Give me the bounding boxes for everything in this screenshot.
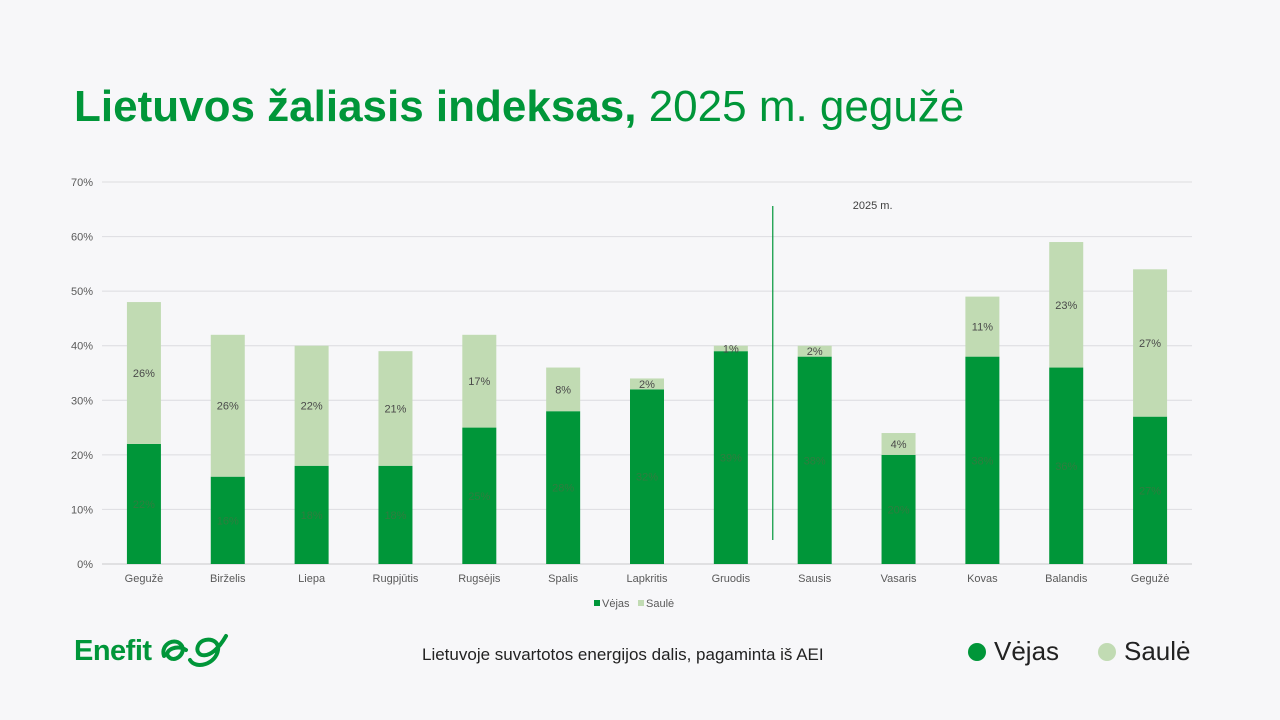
data-label: 28% xyxy=(552,483,574,495)
bar-solar xyxy=(965,296,1000,357)
bar-wind xyxy=(1049,367,1084,564)
footer-caption: Lietuvoje suvartotos energijos dalis, pa… xyxy=(422,645,824,664)
data-label: 2% xyxy=(807,346,823,358)
annotation-label: 2025 m. xyxy=(853,200,893,212)
x-tick-label: Gruodis xyxy=(712,573,751,585)
data-label: 27% xyxy=(1139,485,1161,497)
x-tick-label: Rugpjūtis xyxy=(373,573,419,585)
solar-dot-icon xyxy=(1098,642,1116,661)
enefit-logo: Enefit xyxy=(74,630,234,672)
data-label: 21% xyxy=(384,403,406,415)
bar-solar xyxy=(210,334,245,477)
x-tick-label: Liepa xyxy=(298,573,326,585)
data-label: 36% xyxy=(1055,461,1077,473)
bar-solar xyxy=(294,345,329,466)
bar-wind xyxy=(210,476,245,564)
x-tick-label: Gegužė xyxy=(125,573,164,585)
bar-wind xyxy=(797,356,832,564)
data-label: 27% xyxy=(1139,338,1161,350)
data-label: 23% xyxy=(1055,300,1077,312)
bar-wind xyxy=(462,427,497,564)
title-normal: 2025 m. gegužė xyxy=(636,82,965,131)
data-label: 22% xyxy=(301,401,323,413)
bar-wind xyxy=(294,465,329,564)
x-tick-label: Gegužė xyxy=(1131,573,1170,585)
wind-dot-icon xyxy=(968,642,986,661)
legend-swatch xyxy=(594,600,600,606)
data-label: 4% xyxy=(891,439,907,451)
bar-solar xyxy=(713,345,748,352)
bar-solar xyxy=(546,367,581,412)
data-label: 26% xyxy=(217,401,239,413)
y-tick-label: 40% xyxy=(71,341,93,353)
x-tick-label: Sausis xyxy=(798,573,832,585)
x-tick-label: Spalis xyxy=(548,573,578,585)
y-tick-label: 20% xyxy=(71,450,93,462)
y-tick-label: 10% xyxy=(71,504,93,516)
data-label: 2% xyxy=(639,379,655,391)
data-label: 39% xyxy=(720,453,742,465)
bar-wind xyxy=(1133,416,1168,564)
bar-solar xyxy=(462,334,497,428)
bar-solar xyxy=(1049,242,1084,368)
bar-wind xyxy=(630,389,664,564)
footer-legend-wind-label: Vėjas xyxy=(994,636,1060,666)
data-label: 38% xyxy=(804,455,826,467)
footer-legend-wind: Vėjas xyxy=(968,636,1059,667)
x-tick-label: Birželis xyxy=(210,573,246,585)
x-tick-label: Vasaris xyxy=(881,573,917,585)
data-label: 25% xyxy=(468,491,490,503)
bar-wind xyxy=(965,356,1000,564)
data-label: 16% xyxy=(217,515,239,527)
title-bold: Lietuvos žaliasis indeksas, xyxy=(74,82,637,131)
data-label: 11% xyxy=(972,322,993,334)
page-title: Lietuvos žaliasis indeksas, 2025 m. gegu… xyxy=(74,82,964,132)
bar-wind xyxy=(378,465,413,564)
data-label: 20% xyxy=(888,504,910,516)
bar-wind xyxy=(713,351,748,564)
x-tick-label: Kovas xyxy=(967,573,998,585)
data-label: 26% xyxy=(133,368,155,380)
y-tick-label: 60% xyxy=(71,232,93,244)
data-label: 1% xyxy=(723,343,739,355)
legend-swatch xyxy=(638,600,644,606)
x-tick-label: Balandis xyxy=(1045,573,1088,585)
bar-solar xyxy=(797,345,832,357)
stacked-bar-chart: 0% 10% 20% 30% 40% 50% 60% 70% 22% 26% Gegužė 16% 26… xyxy=(71,177,1192,610)
bar-solar xyxy=(378,351,413,466)
data-label: 17% xyxy=(468,376,490,388)
bar-solar xyxy=(630,378,664,390)
data-label: 32% xyxy=(636,472,658,484)
bar-solar xyxy=(126,302,161,444)
legend-entry: Saulė xyxy=(646,598,674,610)
bar-solar xyxy=(1133,269,1168,417)
bar-wind xyxy=(546,411,581,564)
y-tick-label: 30% xyxy=(71,395,93,407)
data-label: 8% xyxy=(555,384,571,396)
logo-text: Enefit xyxy=(74,634,152,667)
bar-wind xyxy=(881,454,916,564)
y-tick-label: 70% xyxy=(71,177,93,189)
data-label: 22% xyxy=(133,499,155,511)
bar-solar xyxy=(881,433,916,455)
y-tick-label: 0% xyxy=(77,559,93,571)
data-label: 18% xyxy=(301,510,323,522)
data-label: 38% xyxy=(971,455,993,467)
footer-legend-solar: Saulė xyxy=(1098,636,1191,667)
data-label: 18% xyxy=(384,510,406,522)
legend-entry: Vėjas xyxy=(602,598,630,610)
logo-mark-icon xyxy=(160,634,228,667)
y-tick-label: 50% xyxy=(71,286,93,298)
bar-wind xyxy=(126,443,161,564)
x-tick-label: Lapkritis xyxy=(627,573,668,585)
x-tick-label: Rugsėjis xyxy=(458,573,501,585)
footer-legend-solar-label: Saulė xyxy=(1124,636,1191,666)
